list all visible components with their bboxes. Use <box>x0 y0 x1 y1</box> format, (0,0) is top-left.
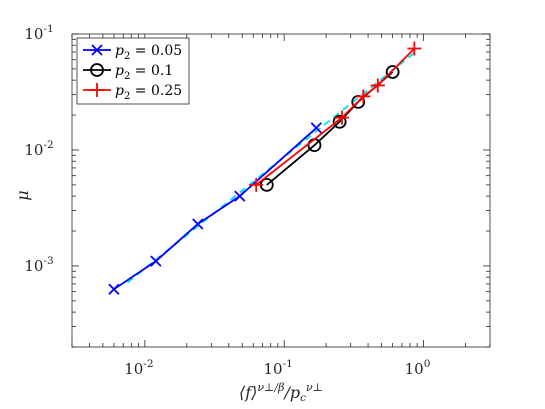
legend-item: p2 = 0.25 <box>83 83 182 102</box>
data-point <box>385 65 400 79</box>
legend-swatch-marker <box>90 63 104 77</box>
y-tick-label: 10-3 <box>24 255 53 275</box>
legend-label: p2 = 0.05 <box>115 43 182 62</box>
series-2 <box>249 41 422 192</box>
legend-label: p2 = 0.1 <box>115 63 173 82</box>
data-point <box>234 190 246 202</box>
data-point <box>332 114 347 129</box>
series-0 <box>108 122 322 295</box>
legend-swatch-marker <box>91 44 103 56</box>
data-point <box>192 218 204 230</box>
data-point <box>356 89 371 104</box>
x-axis-label: ⟨f⟩ν⊥/β/pcν⊥ <box>239 381 323 404</box>
data-point <box>310 122 322 134</box>
legend-item: p2 = 0.05 <box>83 43 182 62</box>
data-series <box>108 41 422 295</box>
data-point <box>407 41 422 56</box>
data-point <box>108 283 120 295</box>
x-tick-label: 100 <box>405 358 431 378</box>
x-tick-label: 10-2 <box>124 358 153 378</box>
legend-swatch-marker <box>90 83 104 97</box>
data-point <box>335 110 350 125</box>
legend-label: p2 = 0.25 <box>115 83 182 102</box>
legend-item: p2 = 0.1 <box>83 63 173 82</box>
data-point <box>370 78 385 93</box>
data-point <box>249 177 264 192</box>
axis-ticks <box>71 33 491 348</box>
x-tick-label: 10-1 <box>264 358 293 378</box>
data-point <box>150 255 162 267</box>
y-axis-label: μ <box>13 190 32 200</box>
y-tick-label: 10-2 <box>24 139 53 159</box>
y-tick-label: 10-1 <box>24 23 53 43</box>
